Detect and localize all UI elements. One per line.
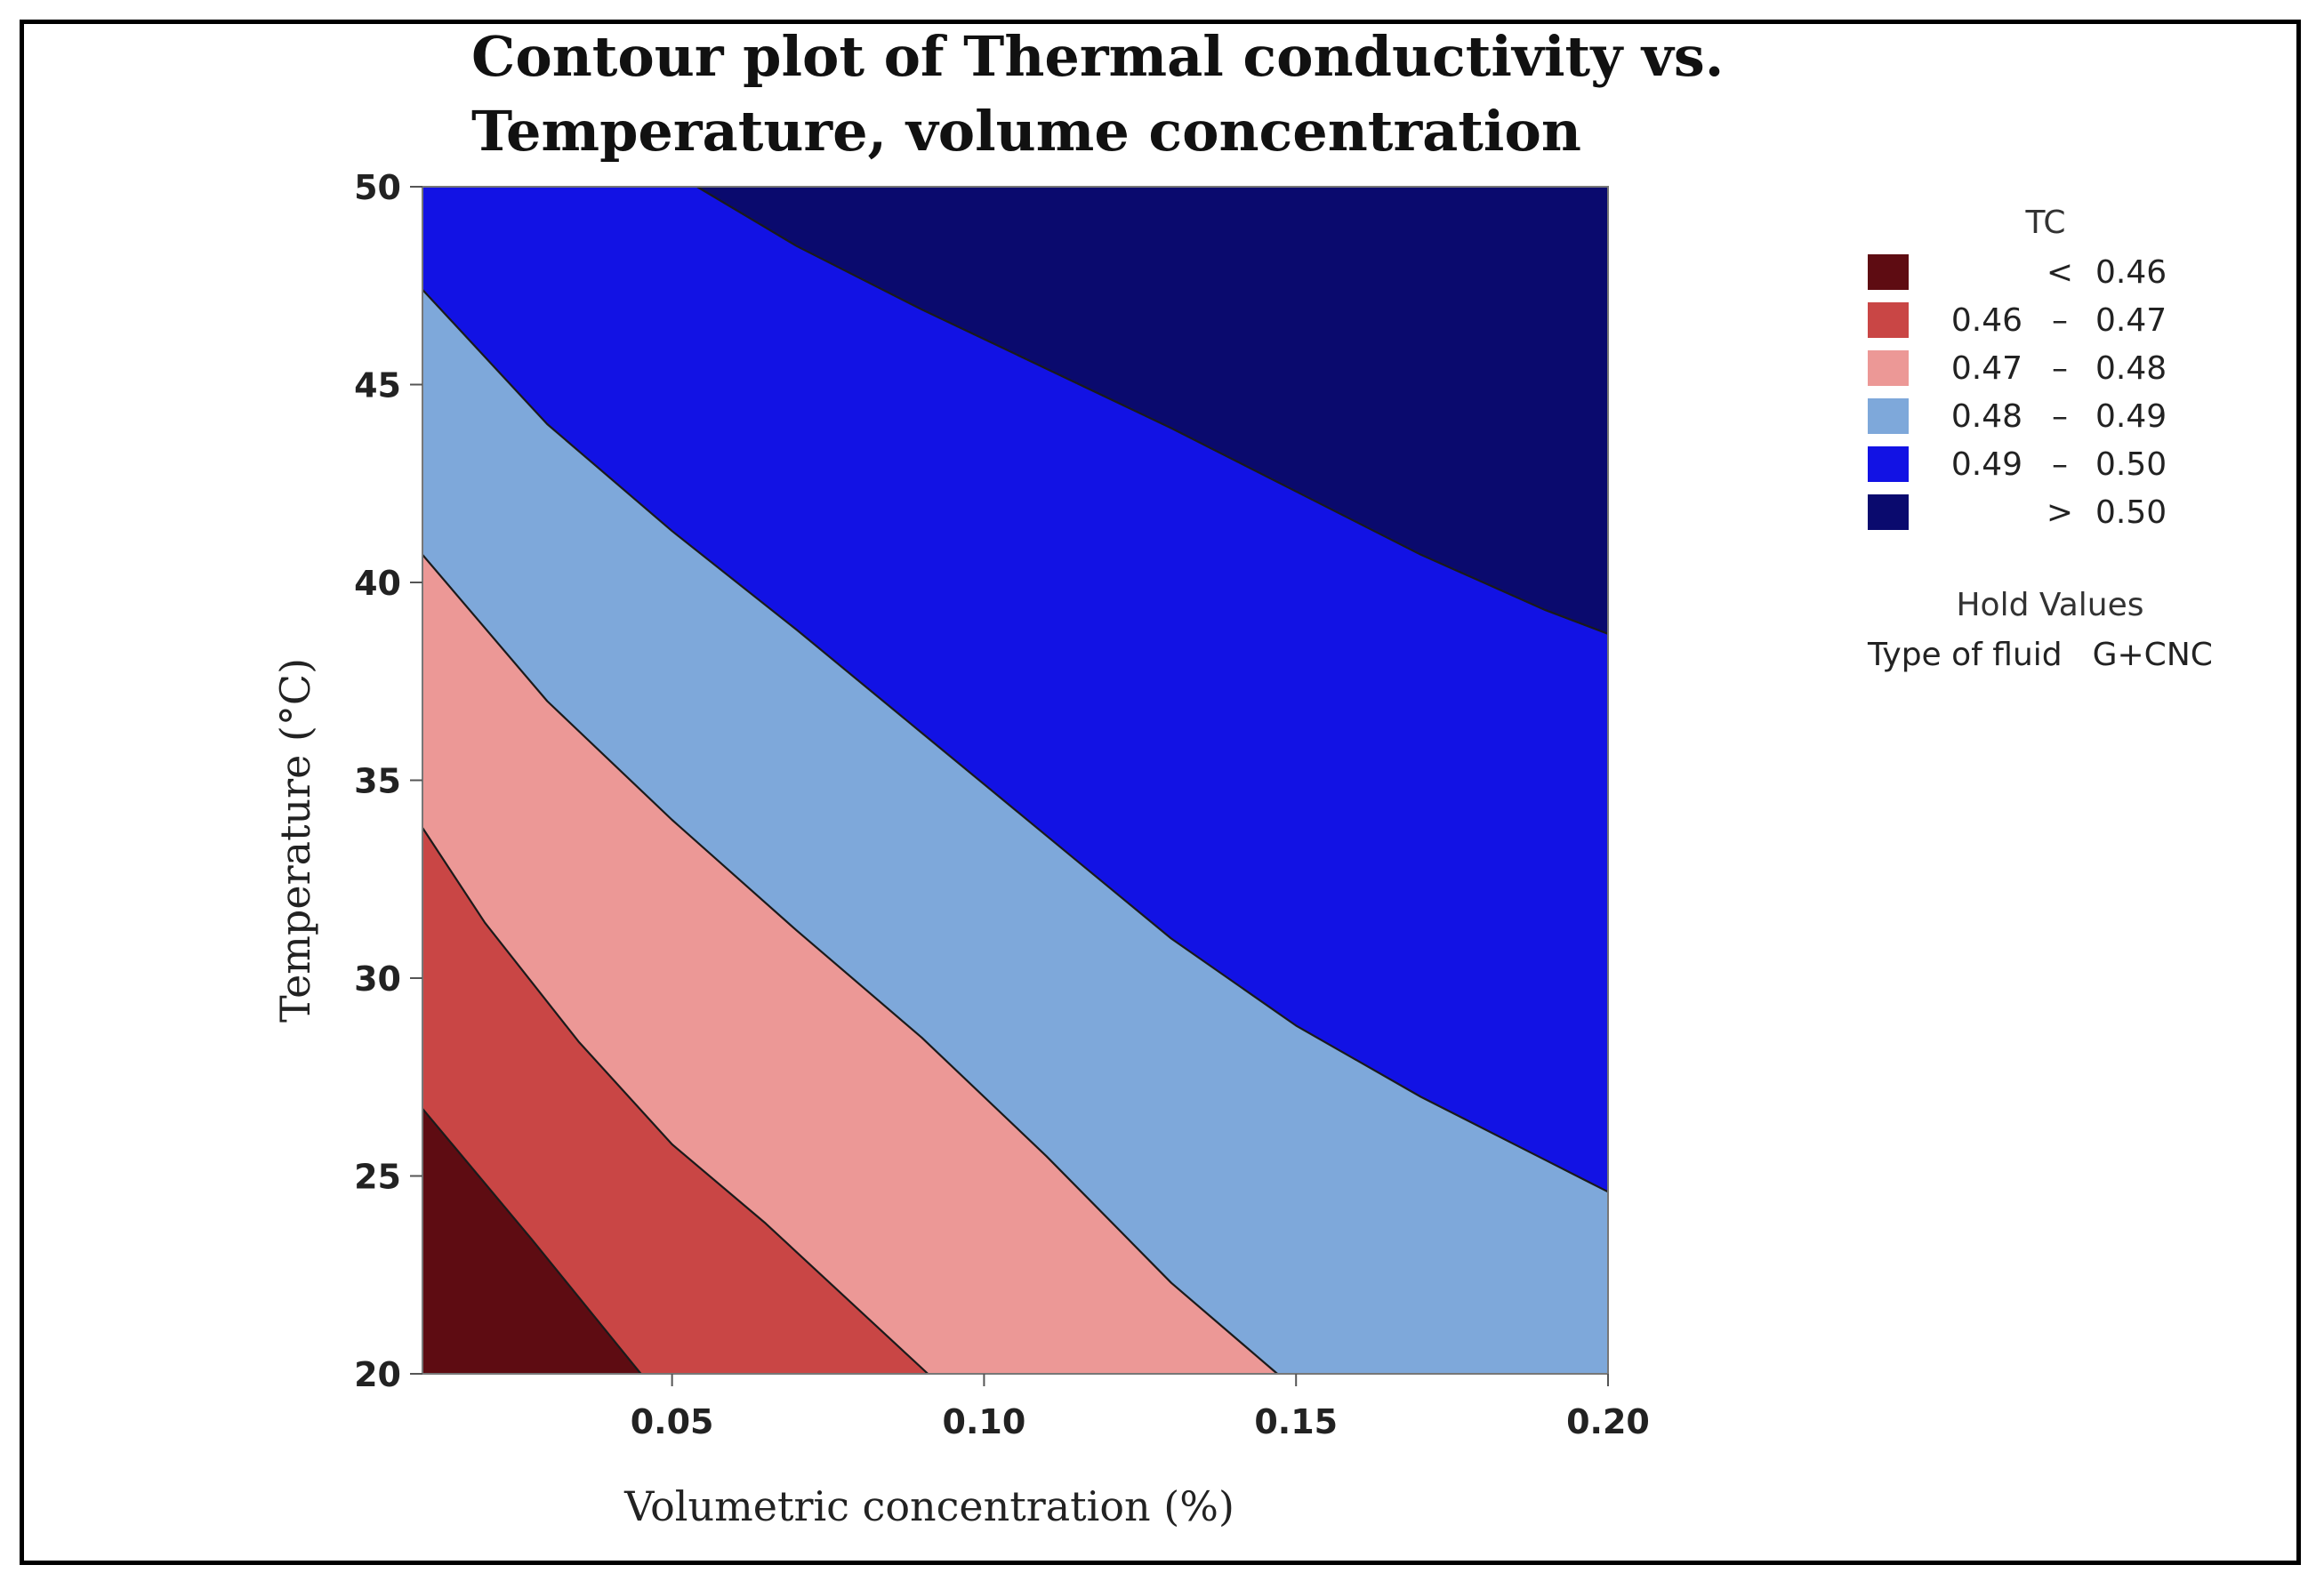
legend-swatch (1868, 494, 1909, 530)
y-tick-label: 40 (354, 564, 401, 603)
legend-item: 0.49–0.50 (1868, 446, 2295, 494)
y-tick-label: 50 (354, 168, 401, 207)
legend-high-value: 0.49 (2095, 398, 2167, 435)
contour-line-1 (422, 1108, 642, 1375)
contour-lines (422, 186, 1609, 1375)
legend-high-value: 0.48 (2095, 350, 2167, 387)
x-tick-label: 0.15 (1254, 1402, 1338, 1441)
hold-values-row: Type of fluid G+CNC (1868, 637, 2324, 673)
y-axis-label: Temperature (°C) (271, 658, 319, 1023)
legend-low-value: 0.48 (1950, 398, 2022, 435)
y-tick-label: 35 (354, 762, 401, 801)
legend-high-value: 0.46 (2095, 254, 2167, 291)
hold-values-value: G+CNC (2092, 637, 2213, 673)
legend-low-value: 0.46 (1950, 302, 2022, 339)
contour-regions (422, 186, 1609, 1375)
y-tick-label: 30 (354, 959, 401, 999)
chart-title: Contour plot of Thermal conductivity vs.… (471, 20, 1725, 169)
legend-item: 0.47–0.48 (1868, 350, 2295, 398)
x-axis-ticks: 0.05 0.10 0.15 0.20 (631, 1374, 1650, 1441)
contour-line-5 (696, 186, 1609, 635)
legend-swatch (1868, 398, 1909, 434)
hold-values-title: Hold Values (1956, 587, 2144, 623)
legend-low-value: 0.47 (1950, 350, 2022, 387)
legend-symbol: > (2046, 494, 2074, 531)
legend-item: <0.46 (1868, 254, 2295, 302)
legend-swatch (1868, 350, 1909, 386)
legend-low-value: 0.49 (1950, 446, 2022, 483)
legend-high-value: 0.50 (2095, 446, 2167, 483)
legend-symbol: < (2046, 254, 2074, 291)
contour-line-3 (422, 554, 1278, 1375)
x-tick-label: 0.20 (1566, 1402, 1650, 1441)
legend-symbol: – (2052, 350, 2068, 387)
chart-title-line-1: Contour plot of Thermal conductivity vs. (471, 24, 1725, 89)
legend-item: 0.48–0.49 (1868, 398, 2295, 446)
hold-values-label: Type of fluid (1868, 637, 2063, 673)
legend-swatch (1868, 302, 1909, 338)
y-tick-label: 20 (354, 1355, 401, 1394)
x-tick-label: 0.05 (631, 1402, 714, 1441)
x-tick-label: 0.10 (943, 1402, 1026, 1441)
legend-symbol: – (2052, 302, 2068, 339)
chart-title-line-2: Temperature, volume concentration (471, 99, 1581, 164)
contour-line-4 (422, 288, 1609, 1193)
contour-line-2 (422, 827, 929, 1375)
legend-title: TC (2025, 205, 2066, 241)
legend-symbol: – (2052, 446, 2068, 483)
legend-swatch (1868, 254, 1909, 290)
legend-symbol: – (2052, 398, 2068, 435)
x-axis-label: Volumetric concentration (%) (623, 1482, 1234, 1530)
legend-swatch (1868, 446, 1909, 482)
y-axis-ticks: 20 25 30 35 40 45 50 (354, 168, 422, 1394)
legend-high-value: 0.47 (2095, 302, 2167, 339)
y-tick-label: 45 (354, 366, 401, 405)
legend-item: >0.50 (1868, 494, 2295, 542)
y-tick-label: 25 (354, 1158, 401, 1197)
legend-item: 0.46–0.47 (1868, 302, 2295, 350)
legend-high-value: 0.50 (2095, 494, 2167, 531)
